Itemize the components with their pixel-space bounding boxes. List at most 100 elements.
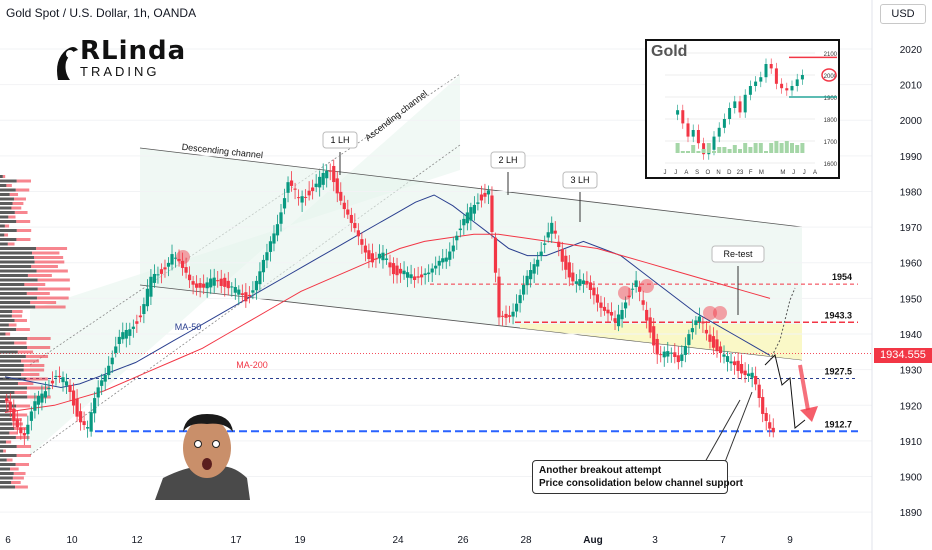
volume-bar-sell bbox=[12, 310, 23, 313]
candle-body bbox=[645, 309, 649, 321]
y-tick-label: 1980 bbox=[900, 187, 923, 198]
candle-body bbox=[567, 262, 571, 278]
volume-bar-buy bbox=[0, 355, 26, 358]
candle-body bbox=[159, 269, 164, 274]
candle-body bbox=[627, 295, 631, 298]
candle-body bbox=[216, 280, 220, 282]
candle-body bbox=[346, 209, 350, 215]
candle-body bbox=[486, 190, 491, 195]
volume-bar-sell bbox=[2, 175, 6, 178]
highlight-circle bbox=[640, 279, 654, 293]
y-tick-label: 1920 bbox=[900, 401, 923, 412]
inset-x-tick: M bbox=[759, 170, 764, 176]
candle-body bbox=[240, 293, 244, 296]
candle-body bbox=[462, 218, 466, 226]
inset-volume-bar bbox=[800, 143, 805, 153]
candle-body bbox=[546, 232, 550, 238]
candle-body bbox=[332, 165, 336, 183]
volume-bar-sell bbox=[13, 472, 26, 475]
candle-body bbox=[198, 283, 202, 288]
volume-bar-buy bbox=[0, 274, 28, 277]
volume-bar-buy bbox=[0, 400, 6, 403]
inset-candle-body bbox=[681, 110, 685, 124]
volume-bar-sell bbox=[15, 485, 28, 489]
candle-body bbox=[152, 273, 157, 283]
volume-bar-buy bbox=[0, 467, 11, 471]
candle-body bbox=[652, 326, 656, 346]
inset-volume-bar bbox=[675, 143, 680, 153]
candle-body bbox=[78, 411, 83, 423]
volume-bar-sell bbox=[27, 274, 52, 277]
candle-body bbox=[768, 422, 772, 429]
volume-bar-sell bbox=[5, 332, 11, 336]
volume-bar-buy bbox=[0, 431, 10, 435]
x-axis: 6 10 12 17 19 24 26 28 Aug 3 7 9 bbox=[5, 535, 793, 546]
inset-x-tick: A bbox=[813, 170, 817, 176]
volume-bar-buy bbox=[0, 278, 38, 282]
candle-body bbox=[356, 230, 360, 237]
candle-body bbox=[64, 381, 69, 386]
volume-bar-sell bbox=[14, 413, 28, 417]
inset-candle-body bbox=[795, 79, 799, 86]
candle-body bbox=[592, 287, 596, 296]
candle-body bbox=[166, 262, 171, 267]
candle-body bbox=[676, 355, 680, 363]
candle-body bbox=[623, 302, 628, 309]
candle-body bbox=[599, 302, 603, 308]
candle-body bbox=[441, 258, 445, 263]
volume-bar-buy bbox=[0, 265, 32, 268]
y-tick-label: 1900 bbox=[900, 473, 923, 484]
candle-body bbox=[518, 295, 522, 304]
inset-candle-body bbox=[702, 143, 706, 155]
volume-bar-sell bbox=[10, 467, 19, 471]
currency-selector[interactable]: USD bbox=[880, 4, 926, 24]
volume-bar-sell bbox=[31, 251, 60, 255]
candle-body bbox=[286, 182, 290, 193]
candle-body bbox=[170, 254, 174, 265]
inset-y-tick: 1700 bbox=[824, 140, 838, 146]
candle-body bbox=[465, 212, 469, 224]
inset-candle-body bbox=[676, 110, 680, 115]
logo-text: RLinda bbox=[80, 36, 187, 66]
annotation-badge bbox=[562, 171, 598, 189]
candle-body bbox=[497, 276, 501, 318]
inset-candle-body bbox=[774, 68, 778, 84]
volume-bar-buy bbox=[0, 436, 16, 439]
highlight-circle bbox=[703, 306, 717, 320]
annotation-label: 1 LH bbox=[330, 135, 349, 145]
volume-bar-buy bbox=[0, 481, 12, 484]
volume-bar-sell bbox=[16, 229, 32, 232]
inset-volume-bar bbox=[790, 143, 794, 153]
volume-bar-buy bbox=[0, 229, 17, 232]
candle-body bbox=[409, 274, 413, 279]
volume-bar-sell bbox=[11, 314, 23, 318]
series bbox=[4, 194, 818, 429]
candle-body bbox=[476, 202, 480, 204]
volume-bar-sell bbox=[31, 265, 58, 268]
candle-body bbox=[191, 281, 195, 285]
candle-body bbox=[666, 351, 670, 357]
candle-body bbox=[142, 304, 146, 314]
inset-candle-body bbox=[717, 127, 721, 137]
volume-bar-buy bbox=[0, 310, 13, 313]
x-tick-label: 6 bbox=[5, 535, 11, 546]
volume-bar-buy bbox=[0, 287, 38, 291]
candle-body bbox=[620, 309, 624, 320]
volume-bar-buy bbox=[0, 193, 10, 196]
inset-x-tick: A bbox=[684, 170, 688, 176]
volume-bar-sell bbox=[15, 463, 29, 466]
volume-bar-buy bbox=[0, 377, 26, 381]
candle-body bbox=[434, 265, 438, 269]
volume-bar-buy bbox=[0, 233, 5, 237]
volume-bar-sell bbox=[16, 454, 31, 457]
projection-path bbox=[764, 354, 806, 429]
candle-body bbox=[655, 338, 659, 355]
candle-body bbox=[339, 191, 343, 201]
highlight-circle bbox=[713, 306, 727, 320]
volume-bar-buy bbox=[0, 323, 9, 327]
volume-bar-buy bbox=[0, 202, 13, 205]
volume-bar-buy bbox=[0, 301, 31, 304]
candle-body bbox=[237, 289, 241, 295]
volume-bar-sell bbox=[36, 247, 68, 250]
